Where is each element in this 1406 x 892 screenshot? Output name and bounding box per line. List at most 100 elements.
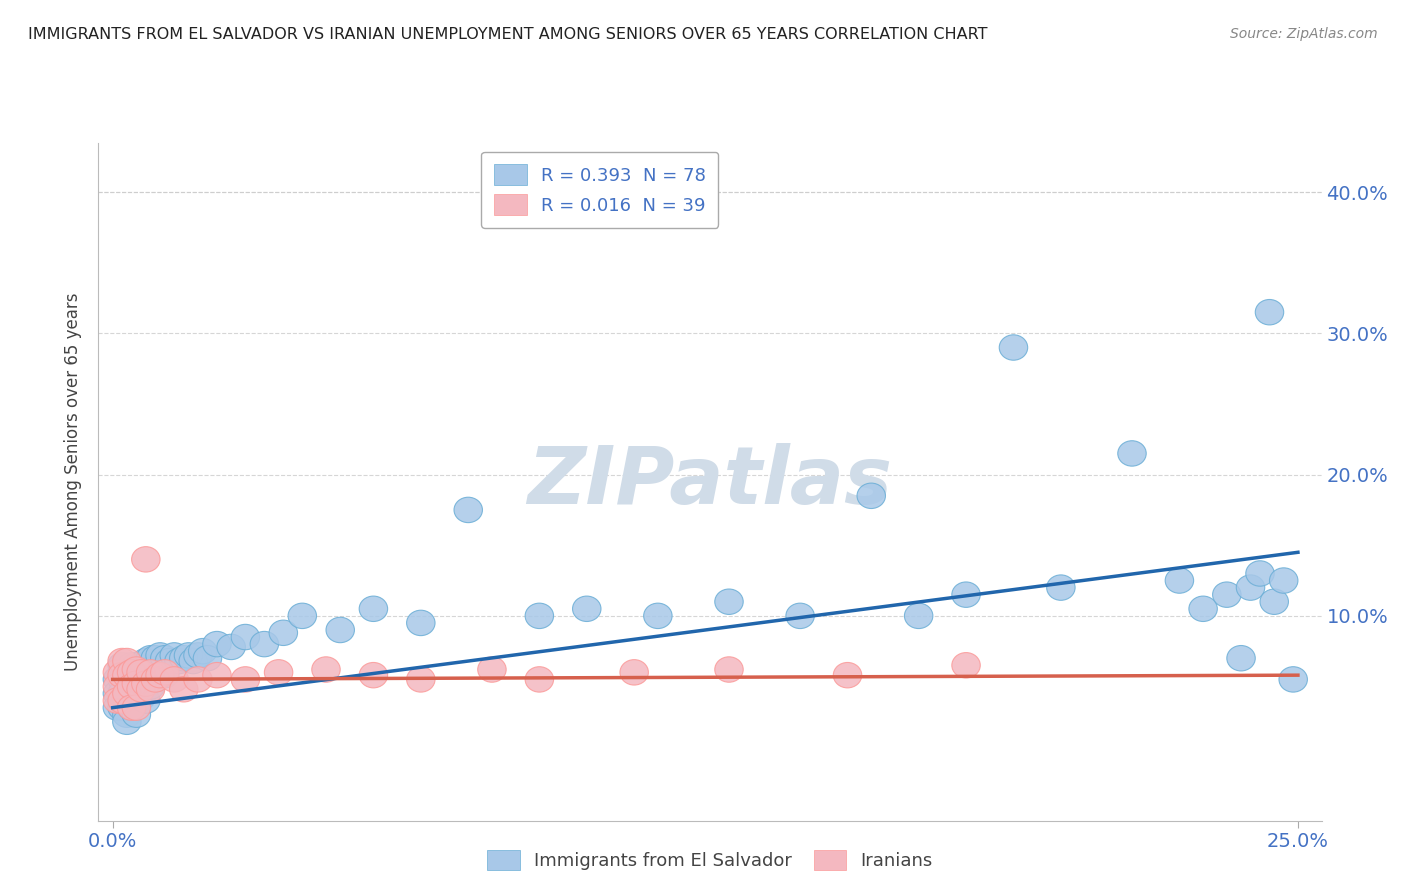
Ellipse shape xyxy=(112,681,141,706)
Ellipse shape xyxy=(572,596,600,622)
Ellipse shape xyxy=(146,643,174,668)
Ellipse shape xyxy=(136,646,165,671)
Ellipse shape xyxy=(1279,666,1308,692)
Ellipse shape xyxy=(141,666,170,692)
Ellipse shape xyxy=(202,632,231,657)
Ellipse shape xyxy=(406,610,434,636)
Ellipse shape xyxy=(117,653,146,678)
Ellipse shape xyxy=(150,663,179,688)
Ellipse shape xyxy=(1212,582,1241,607)
Ellipse shape xyxy=(127,660,155,685)
Ellipse shape xyxy=(1000,334,1028,360)
Ellipse shape xyxy=(117,660,146,685)
Ellipse shape xyxy=(108,653,136,678)
Ellipse shape xyxy=(112,660,141,685)
Ellipse shape xyxy=(112,663,141,688)
Ellipse shape xyxy=(108,688,136,714)
Ellipse shape xyxy=(108,663,136,688)
Ellipse shape xyxy=(904,603,932,629)
Ellipse shape xyxy=(103,660,132,685)
Ellipse shape xyxy=(1166,568,1194,593)
Ellipse shape xyxy=(179,648,208,673)
Ellipse shape xyxy=(103,673,132,699)
Ellipse shape xyxy=(132,656,160,681)
Ellipse shape xyxy=(184,666,212,692)
Ellipse shape xyxy=(160,666,188,692)
Ellipse shape xyxy=(1118,441,1146,467)
Ellipse shape xyxy=(786,603,814,629)
Ellipse shape xyxy=(141,646,170,671)
Ellipse shape xyxy=(132,688,160,714)
Text: IMMIGRANTS FROM EL SALVADOR VS IRANIAN UNEMPLOYMENT AMONG SENIORS OVER 65 YEARS : IMMIGRANTS FROM EL SALVADOR VS IRANIAN U… xyxy=(28,27,987,42)
Ellipse shape xyxy=(714,657,744,682)
Ellipse shape xyxy=(127,685,155,710)
Ellipse shape xyxy=(264,660,292,685)
Ellipse shape xyxy=(217,634,246,660)
Ellipse shape xyxy=(202,663,231,688)
Ellipse shape xyxy=(117,695,146,721)
Ellipse shape xyxy=(155,648,184,673)
Ellipse shape xyxy=(146,660,174,685)
Ellipse shape xyxy=(231,624,260,649)
Ellipse shape xyxy=(312,657,340,682)
Ellipse shape xyxy=(117,673,146,699)
Ellipse shape xyxy=(165,648,193,673)
Ellipse shape xyxy=(406,666,434,692)
Legend: Immigrants from El Salvador, Iranians: Immigrants from El Salvador, Iranians xyxy=(478,840,942,880)
Ellipse shape xyxy=(620,660,648,685)
Ellipse shape xyxy=(132,648,160,673)
Ellipse shape xyxy=(1256,300,1284,325)
Ellipse shape xyxy=(108,648,136,673)
Ellipse shape xyxy=(1046,575,1076,600)
Ellipse shape xyxy=(1260,589,1288,615)
Ellipse shape xyxy=(231,666,260,692)
Ellipse shape xyxy=(1246,561,1274,586)
Ellipse shape xyxy=(136,673,165,699)
Ellipse shape xyxy=(184,643,212,668)
Ellipse shape xyxy=(103,666,132,692)
Ellipse shape xyxy=(122,653,150,678)
Ellipse shape xyxy=(127,653,155,678)
Ellipse shape xyxy=(146,663,174,688)
Ellipse shape xyxy=(103,688,132,714)
Ellipse shape xyxy=(188,639,217,664)
Ellipse shape xyxy=(108,681,136,706)
Ellipse shape xyxy=(478,657,506,682)
Ellipse shape xyxy=(122,660,150,685)
Ellipse shape xyxy=(1270,568,1298,593)
Ellipse shape xyxy=(952,582,980,607)
Ellipse shape xyxy=(136,657,165,682)
Ellipse shape xyxy=(122,657,150,682)
Ellipse shape xyxy=(136,660,165,685)
Ellipse shape xyxy=(524,603,554,629)
Ellipse shape xyxy=(136,677,165,702)
Ellipse shape xyxy=(112,702,141,728)
Ellipse shape xyxy=(454,497,482,523)
Text: Source: ZipAtlas.com: Source: ZipAtlas.com xyxy=(1230,27,1378,41)
Ellipse shape xyxy=(127,666,155,692)
Ellipse shape xyxy=(160,643,188,668)
Ellipse shape xyxy=(858,483,886,508)
Ellipse shape xyxy=(127,660,155,685)
Ellipse shape xyxy=(326,617,354,642)
Ellipse shape xyxy=(150,660,179,685)
Ellipse shape xyxy=(1236,575,1265,600)
Ellipse shape xyxy=(359,663,388,688)
Ellipse shape xyxy=(193,646,222,671)
Ellipse shape xyxy=(122,671,150,697)
Ellipse shape xyxy=(132,671,160,697)
Y-axis label: Unemployment Among Seniors over 65 years: Unemployment Among Seniors over 65 years xyxy=(65,293,83,671)
Ellipse shape xyxy=(269,620,298,646)
Ellipse shape xyxy=(127,677,155,702)
Ellipse shape xyxy=(524,666,554,692)
Ellipse shape xyxy=(122,677,150,702)
Ellipse shape xyxy=(714,589,744,615)
Ellipse shape xyxy=(834,663,862,688)
Ellipse shape xyxy=(250,632,278,657)
Ellipse shape xyxy=(103,695,132,721)
Ellipse shape xyxy=(103,681,132,706)
Ellipse shape xyxy=(644,603,672,629)
Ellipse shape xyxy=(1227,646,1256,671)
Ellipse shape xyxy=(117,695,146,721)
Ellipse shape xyxy=(1189,596,1218,622)
